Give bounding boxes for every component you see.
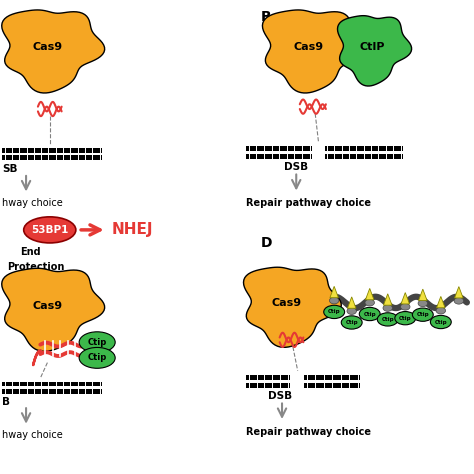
- Text: Cas9: Cas9: [32, 42, 63, 53]
- Text: 53BP1: 53BP1: [31, 225, 68, 235]
- Ellipse shape: [79, 347, 115, 368]
- Polygon shape: [437, 296, 445, 308]
- Bar: [246, 383, 290, 388]
- Text: Ctip: Ctip: [382, 317, 394, 322]
- Text: Ctip: Ctip: [346, 320, 358, 325]
- Text: Repair pathway choice: Repair pathway choice: [246, 427, 372, 437]
- Bar: [304, 375, 360, 380]
- Ellipse shape: [347, 308, 356, 314]
- Text: Ctip: Ctip: [417, 312, 429, 317]
- Bar: [325, 146, 403, 151]
- Ellipse shape: [418, 300, 428, 307]
- Ellipse shape: [377, 313, 398, 326]
- Text: Ctip: Ctip: [88, 338, 107, 346]
- Ellipse shape: [341, 316, 362, 329]
- Polygon shape: [383, 294, 392, 305]
- Ellipse shape: [412, 308, 433, 321]
- Text: DSB: DSB: [284, 162, 308, 172]
- Polygon shape: [2, 10, 105, 93]
- Ellipse shape: [365, 299, 374, 306]
- Bar: [246, 146, 312, 151]
- Text: SB: SB: [2, 164, 18, 173]
- Text: hway choice: hway choice: [2, 198, 63, 208]
- Text: Cas9: Cas9: [272, 298, 302, 309]
- Text: Ctip: Ctip: [328, 310, 340, 314]
- Text: Protection: Protection: [7, 262, 64, 272]
- Text: D: D: [261, 236, 272, 250]
- Bar: [246, 375, 290, 380]
- Text: Repair pathway choice: Repair pathway choice: [246, 198, 372, 208]
- Bar: [2, 148, 102, 153]
- Polygon shape: [401, 292, 410, 304]
- Polygon shape: [347, 297, 356, 308]
- Text: Cas9: Cas9: [32, 301, 63, 311]
- Ellipse shape: [401, 303, 410, 310]
- Bar: [2, 155, 102, 160]
- Polygon shape: [2, 268, 105, 351]
- Bar: [2, 382, 102, 386]
- Ellipse shape: [324, 305, 345, 319]
- Bar: [325, 154, 403, 159]
- Bar: [304, 383, 360, 388]
- Text: B: B: [261, 10, 271, 25]
- Text: CtIP: CtIP: [359, 42, 385, 53]
- Ellipse shape: [24, 217, 76, 243]
- Text: Cas9: Cas9: [293, 42, 323, 53]
- Text: Ctip: Ctip: [364, 311, 376, 317]
- Text: End: End: [20, 247, 41, 257]
- Text: Ctip: Ctip: [399, 316, 411, 321]
- Text: Ctip: Ctip: [88, 354, 107, 362]
- Text: NHEJ: NHEJ: [111, 222, 153, 237]
- Polygon shape: [263, 10, 365, 93]
- Polygon shape: [330, 286, 338, 298]
- Polygon shape: [365, 288, 374, 300]
- Text: Ctip: Ctip: [435, 319, 447, 325]
- Bar: [2, 389, 102, 394]
- Polygon shape: [419, 289, 427, 301]
- Ellipse shape: [454, 298, 464, 304]
- Ellipse shape: [359, 307, 380, 320]
- Ellipse shape: [395, 311, 416, 325]
- Ellipse shape: [430, 315, 451, 328]
- Bar: [246, 154, 312, 159]
- Text: B: B: [2, 397, 10, 407]
- Text: DSB: DSB: [268, 391, 292, 401]
- Polygon shape: [244, 267, 341, 347]
- Text: hway choice: hway choice: [2, 430, 63, 440]
- Ellipse shape: [436, 307, 446, 314]
- Polygon shape: [337, 16, 411, 86]
- Ellipse shape: [383, 305, 392, 311]
- Ellipse shape: [329, 297, 339, 304]
- Ellipse shape: [79, 332, 115, 353]
- Polygon shape: [455, 287, 463, 298]
